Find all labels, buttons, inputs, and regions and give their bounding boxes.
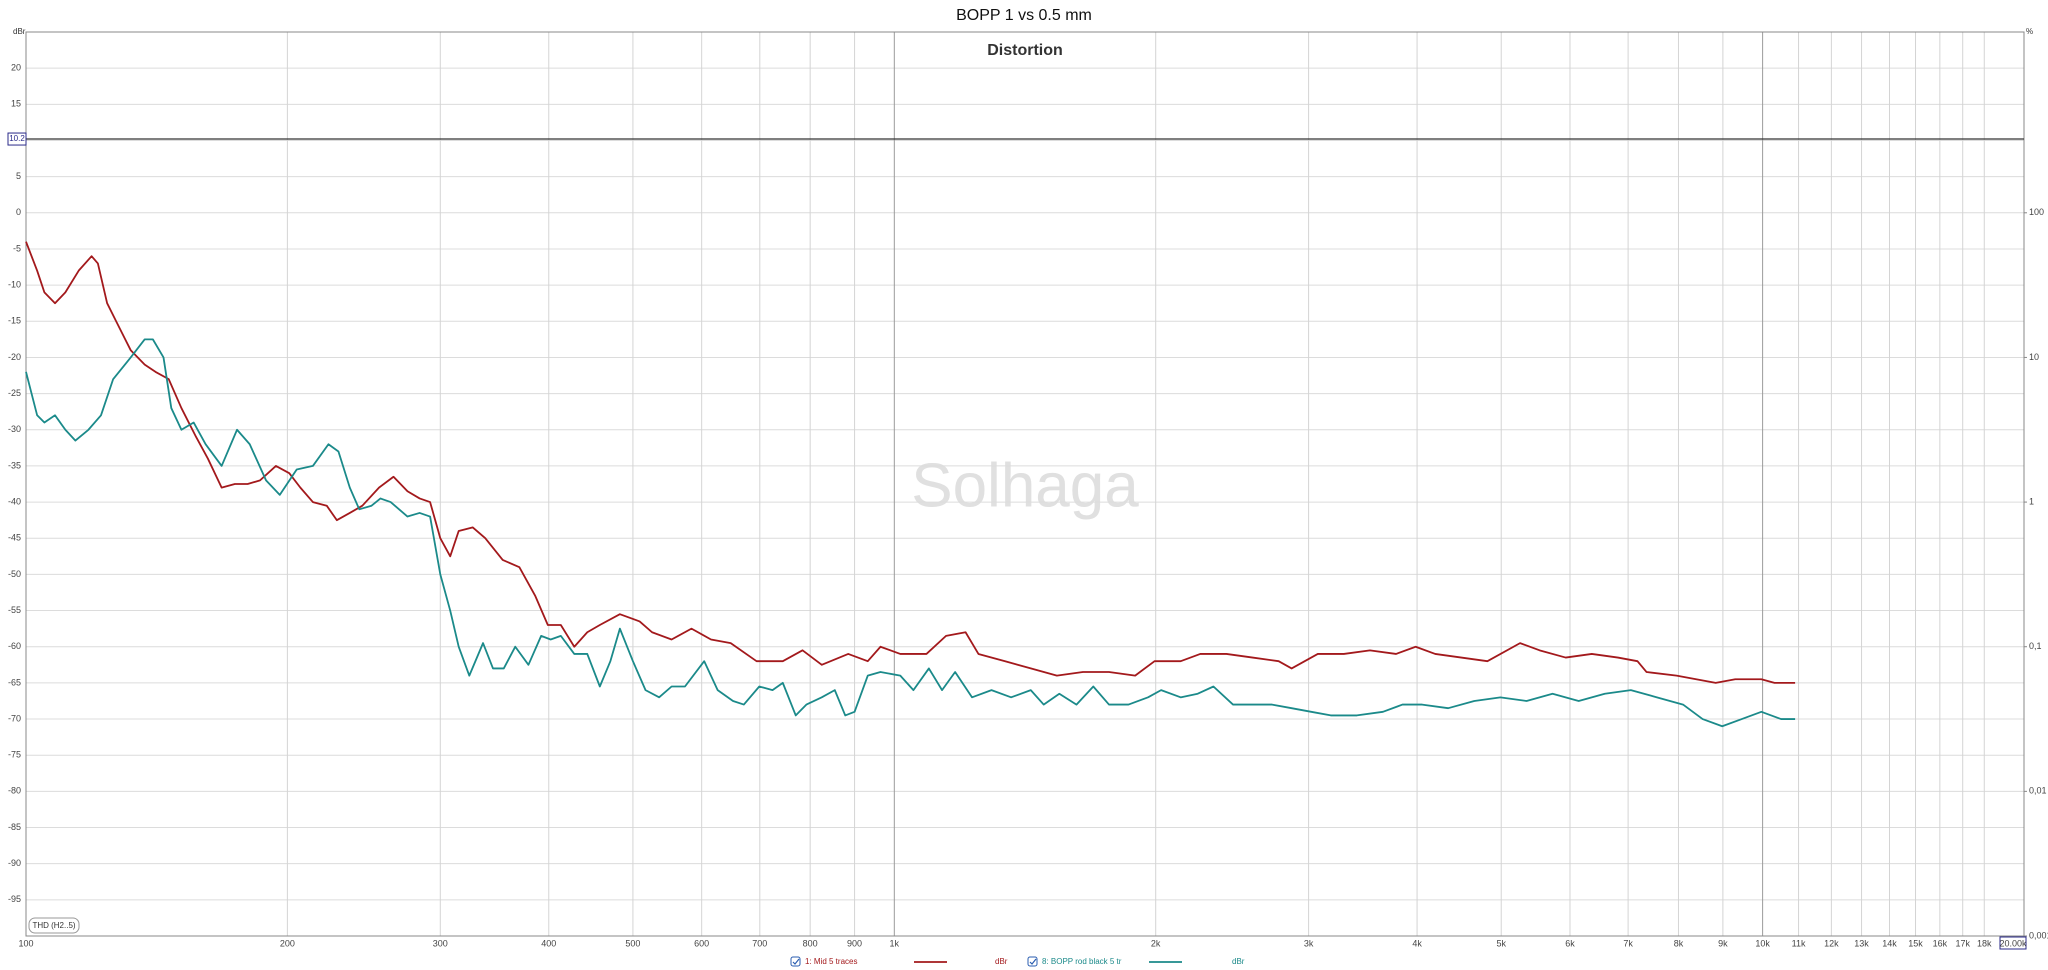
x-tick-label: 15k: [1908, 938, 1923, 948]
x-tick-label: 16k: [1933, 938, 1948, 948]
y-tick-label: -75: [8, 750, 21, 760]
x-tick-label: 12k: [1824, 938, 1839, 948]
y-tick-label: -85: [8, 822, 21, 832]
x-tick-box: [1999, 936, 2027, 950]
x-tick-label: 200: [280, 938, 295, 948]
y-tick-label: -60: [8, 641, 21, 651]
annotation: THD (H2..5): [32, 921, 75, 930]
x-tick-label: 10k: [1755, 938, 1770, 948]
y2-tick-label: 1: [2029, 496, 2034, 506]
x-tick-label: 17k: [1955, 938, 1970, 948]
marker-box: [7, 132, 27, 146]
x-tick-label: 18k: [1977, 938, 1992, 948]
y-tick-label: 0: [16, 207, 21, 217]
y-tick-label: -5: [13, 243, 21, 253]
watermark: Solhaga: [911, 451, 1139, 520]
series-line: [25, 241, 1796, 684]
y-tick-label: 20: [11, 63, 21, 73]
legend-unit: dBr: [995, 957, 1008, 966]
y-tick-label: -90: [8, 858, 21, 868]
y-tick-label: -10: [8, 279, 21, 289]
chart-subtitle: Distortion: [987, 42, 1063, 59]
y2-tick-label: 0,01: [2029, 786, 2047, 796]
marker-label: 10.2: [9, 134, 25, 143]
legend: 1: Mid 5 traces dBr 8: BOPP rod black 5 tr…: [790, 956, 1245, 967]
x-tick-label: 500: [625, 938, 640, 948]
x-tick-label: 7k: [1623, 938, 1633, 948]
x-tick-label: 400: [541, 938, 556, 948]
x-tick-label: 6k: [1565, 938, 1575, 948]
y-tick-label: -30: [8, 424, 21, 434]
y-tick-label: -50: [8, 569, 21, 579]
series-line: [25, 338, 1796, 728]
legend-checkbox[interactable]: [790, 956, 801, 967]
x-tick-label: 14k: [1882, 938, 1897, 948]
grid: [25, 32, 2025, 936]
x-tick-label: 8k: [1674, 938, 1684, 948]
legend-checkbox[interactable]: [1027, 956, 1038, 967]
y2-axis-label: %: [2026, 27, 2033, 36]
y-tick-label: 5: [16, 171, 21, 181]
x-tick-label: 100: [18, 938, 33, 948]
y-tick-label: -20: [8, 352, 21, 362]
y2-tick-label: 0,1: [2029, 641, 2042, 651]
x-tick-label: 800: [803, 938, 818, 948]
y2-tick-label: 10: [2029, 352, 2039, 362]
y-tick-label: 15: [11, 99, 21, 109]
y-tick-label: -70: [8, 713, 21, 723]
x-tick-label: 9k: [1718, 938, 1728, 948]
y2-tick-label: 0,001: [2029, 930, 2048, 940]
y-tick-label: -15: [8, 316, 21, 326]
x-tick-label: 2k: [1151, 938, 1161, 948]
y-tick-label: -35: [8, 460, 21, 470]
legend-check: [792, 958, 800, 965]
legend-check: [1029, 958, 1037, 965]
x-tick-label: 300: [433, 938, 448, 948]
legend-label: 8: BOPP rod black 5 tr: [1042, 957, 1122, 966]
x-tick-label: 3k: [1304, 938, 1314, 948]
y-tick-label: -95: [8, 894, 21, 904]
plot-frame: [25, 31, 2025, 937]
y2-tick-label: 100: [2029, 207, 2044, 217]
x-tick-label: 1k: [890, 938, 900, 948]
x-tick-label: 11k: [1792, 938, 1806, 948]
y-tick-label: -55: [8, 605, 21, 615]
x-tick-label: 600: [694, 938, 709, 948]
x-tick-label: 700: [752, 938, 767, 948]
y-tick-label: -45: [8, 533, 21, 543]
y-tick-label: -40: [8, 496, 21, 506]
y-tick-label: -80: [8, 786, 21, 796]
x-tick-label: 4k: [1412, 938, 1422, 948]
x-tick-label: 5k: [1496, 938, 1506, 948]
y-tick-label: -25: [8, 388, 21, 398]
legend-unit: dBr: [1232, 957, 1245, 966]
chart-title: BOPP 1 vs 0.5 mm: [956, 7, 1092, 24]
x-tick-label: 13k: [1854, 938, 1869, 948]
x-tick-label: 20.00k: [1999, 938, 2027, 948]
y-axis-label: dBr: [13, 27, 26, 36]
y-tick-label: -65: [8, 677, 21, 687]
x-tick-label: 900: [847, 938, 862, 948]
annotation-box: [28, 917, 80, 934]
legend-label: 1: Mid 5 traces: [805, 957, 857, 966]
